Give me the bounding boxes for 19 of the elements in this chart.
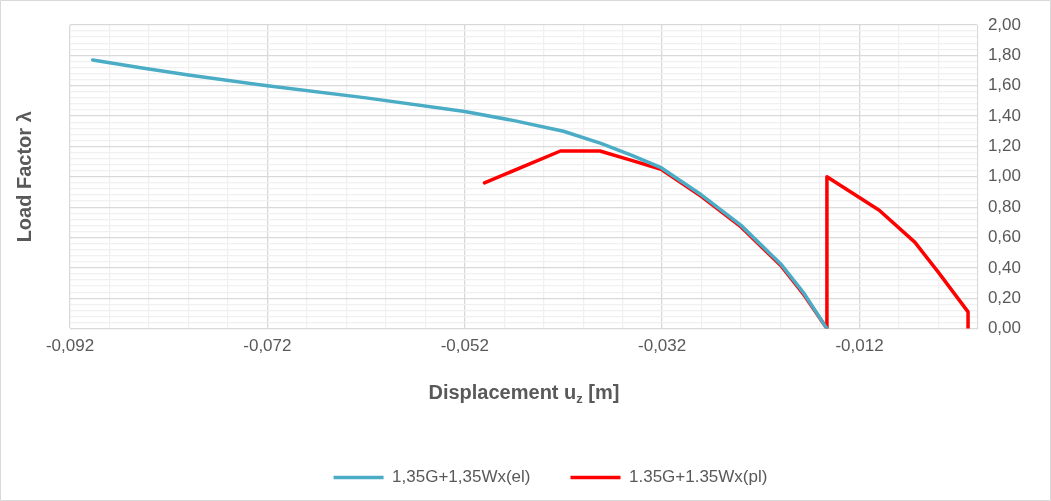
y-tick-label: 1,40 xyxy=(987,105,1022,125)
legend-label: 1.35G+1.35Wx(pl) xyxy=(629,467,768,487)
x-tick-label: -0,072 xyxy=(243,336,292,356)
y-tick-label: 0,20 xyxy=(987,287,1022,307)
y-tick-label: 2,00 xyxy=(987,14,1022,34)
y-axis-title: Load Factor λ xyxy=(12,111,35,243)
x-tick-label: -0,052 xyxy=(440,336,489,356)
y-tick-label: 1,00 xyxy=(987,166,1022,186)
y-tick-label: 1,20 xyxy=(987,136,1022,156)
legend-label: 1,35G+1,35Wx(el) xyxy=(392,467,531,487)
x-tick-label: -0,012 xyxy=(835,336,884,356)
y-tick-label: 0,60 xyxy=(987,227,1022,247)
y-tick-label: 1,80 xyxy=(987,45,1022,65)
x-tick-label: -0,092 xyxy=(45,336,95,356)
y-tick-label: 1,60 xyxy=(987,75,1022,95)
y-tick-label: 0,40 xyxy=(987,257,1022,277)
y-tick-label: 0,00 xyxy=(987,318,1022,338)
y-tick-label: 0,80 xyxy=(987,196,1022,216)
x-tick-label: -0,032 xyxy=(638,336,687,356)
